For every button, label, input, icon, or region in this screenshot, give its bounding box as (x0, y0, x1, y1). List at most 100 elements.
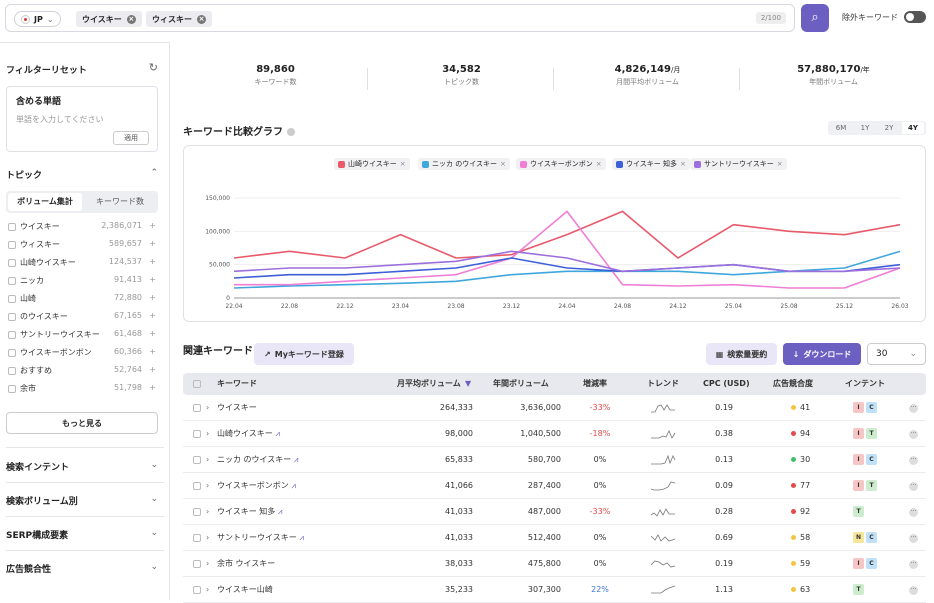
keyword-cell[interactable]: 余市 ウイスキー (217, 559, 276, 568)
row-checkbox[interactable] (193, 586, 201, 594)
column-header[interactable]: 増減率 (583, 379, 607, 388)
close-icon[interactable]: × (500, 160, 506, 168)
legend-item[interactable]: ウイスキーボンボン × (516, 158, 606, 170)
my-keyword-register-button[interactable]: ↗ Myキーワード登録 (254, 343, 354, 365)
checkbox[interactable] (8, 312, 16, 321)
column-header[interactable]: CPC (USD) (703, 379, 750, 388)
table-row[interactable]: › ウイスキー 264,333 3,636,000 -33% 0.19 41 I C ··· (183, 395, 926, 421)
per-page-select[interactable]: 30 ⌄ (867, 343, 926, 365)
country-select[interactable]: JP ⌄ (14, 11, 61, 27)
chart-icon[interactable]: ⩘ (293, 455, 299, 464)
row-checkbox[interactable] (193, 430, 201, 438)
sort-desc-icon[interactable]: ▼ (465, 379, 472, 388)
topic-item[interactable]: 余市 51,798 + (8, 383, 158, 398)
checkbox[interactable] (8, 348, 16, 357)
keyword-cell[interactable]: ニッカ のウイスキー ⩘ (217, 455, 299, 464)
keyword-chip[interactable]: ウイスキー × (76, 11, 142, 27)
add-icon[interactable]: + (149, 257, 156, 266)
keyword-cell[interactable]: ウイスキー山崎 (217, 585, 273, 594)
apply-button[interactable]: 適用 (113, 131, 149, 145)
checkbox[interactable] (8, 366, 16, 375)
checkbox[interactable] (8, 240, 16, 249)
keyword-cell[interactable]: ウイスキーボンボン ⩘ (217, 481, 296, 490)
expand-chevron-icon[interactable]: › (206, 455, 210, 464)
filter-section-header[interactable]: 検索ボリューム別 ⌄ (6, 494, 164, 507)
close-icon[interactable]: × (680, 160, 686, 168)
refresh-icon[interactable]: ↻ (148, 61, 158, 74)
search-summary-button[interactable]: ▦ 検索量要約 (706, 343, 777, 365)
table-row[interactable]: › 余市 ウイスキー 38,033 475,800 0% 0.19 59 I C ··· (183, 551, 926, 577)
row-checkbox[interactable] (193, 560, 201, 568)
topic-item[interactable]: 山崎 72,880 + (8, 293, 158, 308)
checkbox[interactable] (8, 384, 16, 393)
topic-item[interactable]: ウィスキー 589,657 + (8, 239, 158, 254)
remove-chip-icon[interactable]: × (126, 14, 136, 24)
checkbox[interactable] (8, 276, 16, 285)
expand-chevron-icon[interactable]: › (206, 533, 210, 542)
volume-tab[interactable]: ボリューム集計 (8, 193, 82, 211)
chart-icon[interactable]: ⩘ (277, 507, 283, 516)
row-checkbox[interactable] (193, 456, 201, 464)
more-options-icon[interactable]: ··· (909, 430, 918, 439)
topic-item[interactable]: ニッカ 91,413 + (8, 275, 158, 290)
keyword-cell[interactable]: 山崎ウイスキー ⩘ (217, 429, 280, 438)
row-checkbox[interactable] (193, 534, 201, 542)
table-row[interactable]: › ウイスキー 知多 ⩘ 41,033 487,000 -33% 0.28 92 T ··· (183, 499, 926, 525)
remove-chip-icon[interactable]: × (197, 14, 206, 24)
chart-icon[interactable]: ⩘ (291, 481, 296, 490)
filter-section-header[interactable]: SERP構成要素 ⌄ (6, 528, 164, 541)
table-row[interactable]: › 山崎ウイスキー ⩘ 98,000 1,040,500 -18% 0.38 94 I T ··· (183, 421, 926, 447)
add-icon[interactable]: + (149, 347, 156, 356)
add-icon[interactable]: + (149, 383, 156, 392)
topic-item[interactable]: 山崎ウイスキー 124,537 + (8, 257, 158, 272)
filter-section-header[interactable]: 広告競合性 ⌄ (6, 562, 164, 575)
show-more-button[interactable]: もっと見る (6, 412, 158, 434)
add-icon[interactable]: + (149, 239, 156, 248)
more-options-icon[interactable]: ··· (909, 482, 918, 491)
column-header[interactable]: キーワード (217, 379, 257, 388)
more-options-icon[interactable]: ··· (909, 508, 918, 517)
expand-chevron-icon[interactable]: › (206, 585, 210, 594)
checkbox[interactable] (8, 258, 16, 267)
range-option[interactable]: 6M (835, 124, 847, 132)
add-icon[interactable]: + (149, 311, 156, 320)
column-header[interactable]: 年間ボリューム (493, 379, 549, 388)
add-icon[interactable]: + (149, 275, 156, 284)
legend-item[interactable]: ニッカ のウイスキー × (418, 158, 510, 170)
more-options-icon[interactable]: ··· (909, 534, 918, 543)
column-header[interactable]: 月平均ボリューム (397, 379, 461, 388)
keyword-count-tab[interactable]: キーワード数 (96, 197, 144, 206)
table-row[interactable]: › ウイスキー山崎 35,233 307,300 22% 1.13 63 T ··· (183, 577, 926, 603)
more-options-icon[interactable]: ··· (909, 456, 918, 465)
row-checkbox[interactable] (193, 404, 201, 412)
column-header[interactable]: インテント (845, 379, 885, 388)
keyword-cell[interactable]: ウイスキー 知多 ⩘ (217, 507, 283, 516)
add-icon[interactable]: + (149, 293, 156, 302)
include-words-input[interactable]: 単語を入力してください (16, 115, 104, 124)
close-icon[interactable]: × (595, 160, 602, 168)
keyword-cell[interactable]: サントリーウイスキー ⩘ (217, 533, 304, 542)
topic-item[interactable]: ウイスキーボンボン 60,366 + (8, 347, 158, 362)
topic-item[interactable]: のウイスキー 67,165 + (8, 311, 158, 326)
table-row[interactable]: › サントリーウイスキー ⩘ 41,033 512,400 0% 0.69 58 N C ··· (183, 525, 926, 551)
more-options-icon[interactable]: ··· (909, 560, 918, 569)
topic-item[interactable]: サントリーウイスキー 61,468 + (8, 329, 158, 344)
checkbox[interactable] (8, 222, 16, 231)
expand-chevron-icon[interactable]: › (206, 507, 210, 516)
keyword-cell[interactable]: ウイスキー (217, 403, 257, 412)
chart-icon[interactable]: ⩘ (275, 429, 280, 438)
range-option[interactable]: 2Y (884, 124, 894, 132)
exclude-keyword-toggle[interactable] (904, 11, 926, 23)
row-checkbox[interactable] (193, 508, 201, 516)
select-all-checkbox[interactable] (193, 380, 201, 388)
info-icon[interactable] (287, 128, 295, 136)
checkbox[interactable] (8, 294, 16, 303)
row-checkbox[interactable] (193, 482, 201, 490)
topic-item[interactable]: おすすめ 52,764 + (8, 365, 158, 380)
search-button[interactable]: ⌕ (801, 4, 829, 32)
checkbox[interactable] (8, 330, 16, 339)
filter-section-header[interactable]: 検索インテント ⌄ (6, 460, 164, 473)
table-row[interactable]: › ウイスキーボンボン ⩘ 41,066 287,400 0% 0.09 77 I T ··· (183, 473, 926, 499)
table-row[interactable]: › ニッカ のウイスキー ⩘ 65,833 580,700 0% 0.13 30 I C ··· (183, 447, 926, 473)
range-option[interactable]: 1Y (860, 124, 870, 132)
